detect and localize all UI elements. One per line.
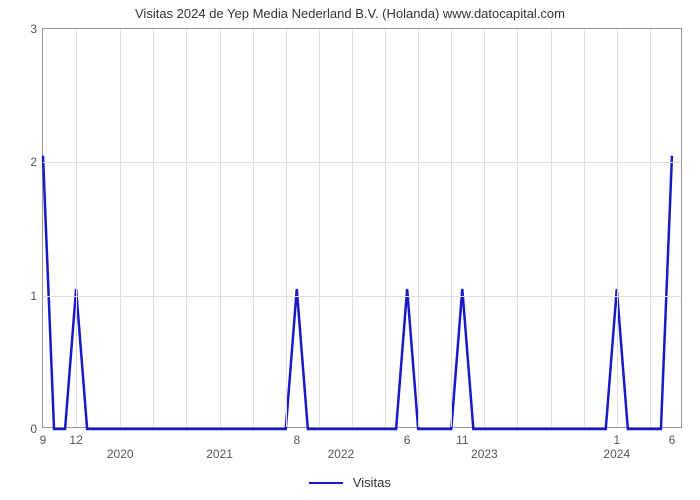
x-tick-minor-label: 8 bbox=[293, 429, 300, 447]
chart-title: Visitas 2024 de Yep Media Nederland B.V.… bbox=[0, 6, 700, 21]
gridline-vertical bbox=[584, 29, 585, 427]
chart-container: Visitas 2024 de Yep Media Nederland B.V.… bbox=[0, 0, 700, 500]
gridline-vertical bbox=[186, 29, 187, 427]
gridline-vertical bbox=[551, 29, 552, 427]
gridline-vertical bbox=[220, 29, 221, 427]
gridline-vertical bbox=[418, 29, 419, 427]
x-tick-minor-label: 1 bbox=[613, 429, 620, 447]
y-tick-label: 3 bbox=[30, 22, 43, 36]
legend: Visitas bbox=[0, 474, 700, 490]
gridline-vertical bbox=[153, 29, 154, 427]
gridline-vertical bbox=[76, 29, 77, 427]
legend-label: Visitas bbox=[353, 475, 391, 490]
x-tick-minor-label: 9 bbox=[40, 429, 47, 447]
legend-swatch bbox=[309, 482, 343, 484]
x-tick-major-label: 2020 bbox=[107, 447, 134, 461]
gridline-vertical bbox=[286, 29, 287, 427]
gridline-vertical bbox=[451, 29, 452, 427]
series-line bbox=[43, 29, 683, 429]
gridline-horizontal bbox=[43, 296, 681, 297]
x-tick-minor-label: 6 bbox=[404, 429, 411, 447]
gridline-vertical bbox=[517, 29, 518, 427]
x-tick-major-label: 2021 bbox=[206, 447, 233, 461]
x-tick-minor-label: 6 bbox=[669, 429, 676, 447]
gridline-vertical bbox=[253, 29, 254, 427]
gridline-vertical bbox=[484, 29, 485, 427]
gridline-vertical bbox=[352, 29, 353, 427]
gridline-horizontal bbox=[43, 162, 681, 163]
gridline-vertical bbox=[617, 29, 618, 427]
x-tick-major-label: 2022 bbox=[328, 447, 355, 461]
gridline-vertical bbox=[650, 29, 651, 427]
x-tick-major-label: 2023 bbox=[471, 447, 498, 461]
gridline-vertical bbox=[385, 29, 386, 427]
x-tick-major-label: 2024 bbox=[603, 447, 630, 461]
x-tick-minor-label: 11 bbox=[456, 429, 468, 447]
gridline-vertical bbox=[319, 29, 320, 427]
y-tick-label: 1 bbox=[30, 289, 43, 303]
gridline-vertical bbox=[120, 29, 121, 427]
y-tick-label: 2 bbox=[30, 155, 43, 169]
x-tick-minor-label: 12 bbox=[69, 429, 82, 447]
plot-area: 012391286111620202021202220232024 bbox=[42, 28, 682, 428]
